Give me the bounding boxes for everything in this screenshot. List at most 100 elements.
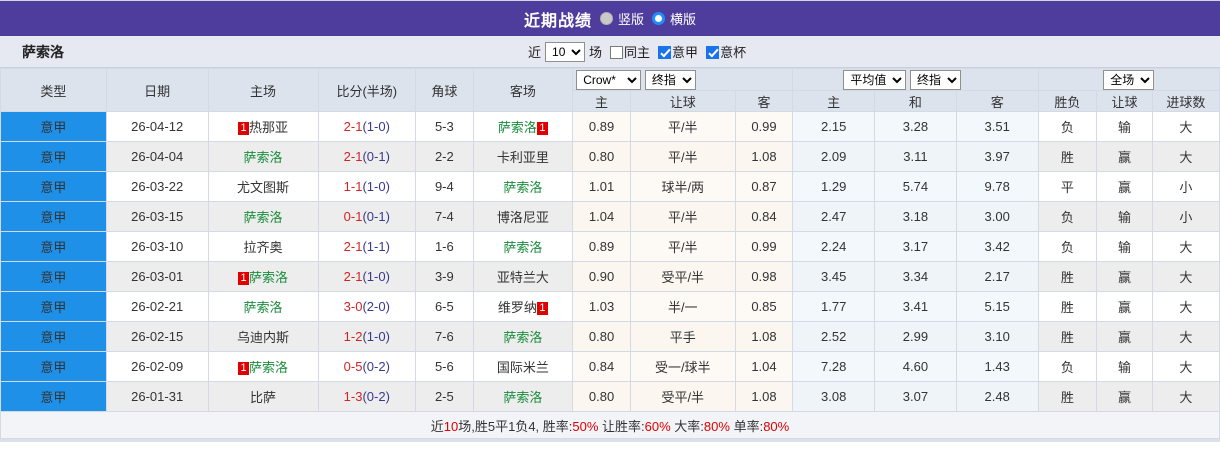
scope-select-header: 全场半场 bbox=[1037, 68, 1220, 91]
cell-league[interactable]: 意甲 bbox=[0, 321, 107, 352]
cell-league[interactable]: 意甲 bbox=[0, 231, 107, 262]
odds-stage-select[interactable]: 终指初指 bbox=[909, 69, 961, 90]
cell-odds-home: 1.77 bbox=[792, 291, 876, 322]
table-row[interactable]: 意甲 26-04-04 萨索洛 2-1(0-1) 2-2 卡利亚里 0.80 平/半 1.08 2… bbox=[0, 141, 1220, 172]
cell-home-team[interactable]: 1 萨索洛 bbox=[207, 261, 319, 292]
cell-league[interactable]: 意甲 bbox=[0, 111, 107, 142]
cell-away-team[interactable]: 萨索洛 bbox=[472, 231, 574, 262]
cell-away-team[interactable]: 萨索洛 1 bbox=[472, 111, 574, 142]
cell-home-team[interactable]: 乌迪内斯 bbox=[207, 321, 319, 352]
cell-away-team[interactable]: 博洛尼亚 bbox=[472, 201, 574, 232]
cell-home-team[interactable]: 萨索洛 bbox=[207, 141, 319, 172]
view-mode-horizontal-label: 横版 bbox=[670, 12, 697, 27]
table-row[interactable]: 意甲 26-02-15 乌迪内斯 1-2(1-0) 7-6 萨索洛 0.80 平手 1.08 2.… bbox=[0, 321, 1220, 352]
cell-away-team[interactable]: 萨索洛 bbox=[472, 171, 574, 202]
table-row[interactable]: 意甲 26-02-21 萨索洛 3-0(2-0) 6-5 维罗纳 1 1.03 半/一 0.85 1… bbox=[0, 291, 1220, 322]
cell-handicap-home: 0.80 bbox=[572, 321, 631, 352]
results-table: 类型 日期 主场 比分(半场) 角球 客场 Crow*Bet365Inter易胜… bbox=[0, 68, 1220, 412]
table-row[interactable]: 意甲 26-03-22 尤文图斯 1-1(1-0) 9-4 萨索洛 1.01 球半/两 0.87… bbox=[0, 171, 1220, 202]
team-label: 热那亚 bbox=[249, 120, 289, 135]
cell-odds-draw: 3.07 bbox=[874, 381, 957, 412]
checkbox-serie-a-icon[interactable] bbox=[658, 46, 672, 59]
cell-odds-draw: 4.60 bbox=[874, 351, 957, 382]
radio-horizontal-icon[interactable] bbox=[652, 12, 665, 25]
table-row[interactable]: 意甲 26-03-15 萨索洛 0-1(0-1) 7-4 博洛尼亚 1.04 平/半 0.84 2… bbox=[0, 201, 1220, 232]
cell-corner: 3-9 bbox=[415, 261, 474, 292]
cell-away-team[interactable]: 卡利亚里 bbox=[472, 141, 574, 172]
cell-away-team[interactable]: 维罗纳 1 bbox=[472, 291, 574, 322]
cell-handicap-line: 平/半 bbox=[629, 201, 736, 232]
cell-away-team[interactable]: 萨索洛 bbox=[472, 321, 574, 352]
cell-handicap-home: 0.90 bbox=[572, 261, 631, 292]
cell-home-team[interactable]: 1 萨索洛 bbox=[207, 351, 319, 382]
cell-handicap-result: 赢 bbox=[1096, 141, 1153, 172]
cell-league[interactable]: 意甲 bbox=[0, 291, 107, 322]
radio-vertical-icon[interactable] bbox=[599, 12, 613, 25]
cell-odds-draw: 5.74 bbox=[874, 171, 957, 202]
odds-selects-header: 平均值最高值最低值 终指初指 bbox=[792, 68, 1039, 91]
cell-score: 2-1(1-1) bbox=[317, 231, 417, 262]
team-label: 尤文图斯 bbox=[237, 180, 290, 195]
odds-type-select[interactable]: 平均值最高值最低值 bbox=[843, 69, 907, 90]
cell-home-team[interactable]: 比萨 bbox=[207, 381, 319, 412]
cell-home-team[interactable]: 萨索洛 bbox=[207, 201, 319, 232]
team-rank-badge: 1 bbox=[536, 302, 548, 315]
table-row[interactable]: 意甲 26-03-10 拉齐奥 2-1(1-1) 1-6 萨索洛 0.89 平/半 0.99 2.… bbox=[0, 231, 1220, 262]
view-mode-horizontal[interactable]: 横版 bbox=[652, 9, 696, 28]
checkbox-same-home-icon[interactable] bbox=[610, 46, 624, 59]
cell-odds-draw: 3.11 bbox=[874, 141, 957, 172]
bookmaker-select[interactable]: Crow*Bet365Inter易胜博 bbox=[576, 69, 642, 90]
cell-away-team[interactable]: 亚特兰大 bbox=[472, 261, 574, 292]
team-label: 萨索洛 bbox=[243, 210, 283, 225]
cell-handicap-result: 输 bbox=[1096, 231, 1153, 262]
cell-odds-home: 2.47 bbox=[792, 201, 876, 232]
col-goals-result: 进球数 bbox=[1151, 90, 1220, 112]
cell-league[interactable]: 意甲 bbox=[0, 381, 107, 412]
table-header-main-row: 类型 日期 主场 比分(半场) 角球 客场 Crow*Bet365Inter易胜… bbox=[0, 68, 1220, 112]
cell-handicap-line: 平/半 bbox=[629, 141, 736, 172]
cell-goals-result: 大 bbox=[1151, 291, 1220, 322]
cell-handicap-result: 输 bbox=[1096, 111, 1153, 142]
cell-goals-result: 大 bbox=[1151, 351, 1220, 382]
cell-home-team[interactable]: 1 热那亚 bbox=[207, 111, 319, 142]
checkbox-same-home[interactable]: 同主 bbox=[606, 42, 650, 61]
cell-league[interactable]: 意甲 bbox=[0, 201, 107, 232]
bottom-rule bbox=[0, 439, 1220, 442]
cell-league[interactable]: 意甲 bbox=[0, 351, 107, 382]
table-row[interactable]: 意甲 26-04-12 1 热那亚 2-1(1-0) 5-3 萨索洛 1 0.89 平/半 0.99… bbox=[0, 111, 1220, 142]
match-count-select[interactable]: 10203050 bbox=[545, 41, 586, 62]
cell-league[interactable]: 意甲 bbox=[0, 171, 107, 202]
cell-home-team[interactable]: 拉齐奥 bbox=[207, 231, 319, 262]
team-rank-badge: 1 bbox=[238, 272, 250, 285]
table-row[interactable]: 意甲 26-02-09 1 萨索洛 0-5(0-2) 5-6 国际米兰 0.84 受一/球半 1.… bbox=[0, 351, 1220, 382]
cell-odds-home: 2.09 bbox=[792, 141, 876, 172]
cell-goals-result: 大 bbox=[1151, 141, 1220, 172]
team-label: 国际米兰 bbox=[496, 360, 549, 375]
checkbox-serie-a[interactable]: 意甲 bbox=[654, 42, 698, 61]
team-label: 卡利亚里 bbox=[496, 150, 549, 165]
cell-handicap-away: 0.98 bbox=[734, 261, 794, 292]
col-corner: 角球 bbox=[415, 68, 474, 112]
table-row[interactable]: 意甲 26-03-01 1 萨索洛 2-1(1-0) 3-9 亚特兰大 0.90 受平/半 0.9… bbox=[0, 261, 1220, 292]
cell-home-team[interactable]: 尤文图斯 bbox=[207, 171, 319, 202]
view-mode-vertical[interactable]: 竖版 bbox=[599, 9, 644, 28]
cell-league[interactable]: 意甲 bbox=[0, 261, 107, 292]
cell-away-team[interactable]: 萨索洛 bbox=[472, 381, 574, 412]
cell-handicap-home: 0.84 bbox=[572, 351, 631, 382]
table-row[interactable]: 意甲 26-01-31 比萨 1-3(0-2) 2-5 萨索洛 0.80 受平/半 1.08 3.… bbox=[0, 381, 1220, 412]
filter-controls: 近 10203050 场 同主 意甲 意杯 bbox=[528, 36, 746, 67]
cell-handicap-result: 赢 bbox=[1096, 321, 1153, 352]
scope-select[interactable]: 全场半场 bbox=[1103, 69, 1155, 90]
checkbox-coppa-italia[interactable]: 意杯 bbox=[702, 42, 746, 61]
checkbox-coppa-italia-icon[interactable] bbox=[706, 46, 720, 59]
cell-odds-away: 3.10 bbox=[955, 321, 1039, 352]
cell-odds-away: 9.78 bbox=[955, 171, 1039, 202]
cell-home-team[interactable]: 萨索洛 bbox=[207, 291, 319, 322]
handicap-stage-select[interactable]: 终指初指 bbox=[644, 69, 696, 90]
team-label: 萨索洛 bbox=[503, 180, 543, 195]
cell-league[interactable]: 意甲 bbox=[0, 141, 107, 172]
cell-odds-home: 3.45 bbox=[792, 261, 876, 292]
cell-away-team[interactable]: 国际米兰 bbox=[472, 351, 574, 382]
cell-corner: 2-2 bbox=[415, 141, 474, 172]
cell-handicap-result: 赢 bbox=[1096, 291, 1153, 322]
